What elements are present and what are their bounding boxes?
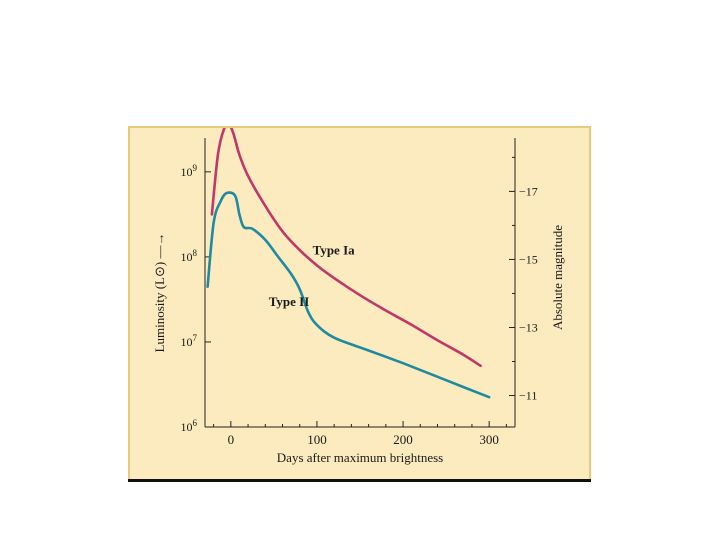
series-label-type-ia: Type Ia — [313, 242, 356, 257]
x-tick-label: 200 — [393, 432, 413, 447]
y2-tick-label: −13 — [519, 320, 538, 334]
y-tick-label: 108 — [181, 248, 198, 264]
y2-tick-label: −15 — [519, 252, 538, 266]
x-tick-label: 100 — [307, 432, 327, 447]
x-tick-label: 300 — [479, 432, 499, 447]
x-tick-label: 0 — [228, 432, 235, 447]
y2-axis-label: Absolute magnitude — [550, 225, 565, 330]
x-axis-label: Days after maximum brightness — [277, 450, 443, 465]
y2-tick-label: −17 — [519, 184, 538, 198]
series-line-type-ii — [206, 191, 491, 399]
y-axis-label: Luminosity (L⊙) —→ — [152, 233, 167, 353]
chart-panel: 0 100 200 300 106 107 108 109 −19 −17 −15 −13 −11 Day… — [128, 116, 591, 482]
y-tick-label: 109 — [181, 163, 198, 179]
y2-tick-label: −11 — [519, 389, 537, 403]
y2-tick-label: −19 — [519, 128, 538, 130]
luminosity-chart: 0 100 200 300 106 107 108 109 −19 −17 −15 −13 −11 Day… — [152, 116, 565, 465]
slide-baseline-rule — [128, 479, 591, 482]
y-tick-label: 106 — [181, 418, 198, 434]
y-tick-label: 107 — [181, 333, 198, 349]
series-label-type-ii: Type II — [269, 294, 310, 309]
